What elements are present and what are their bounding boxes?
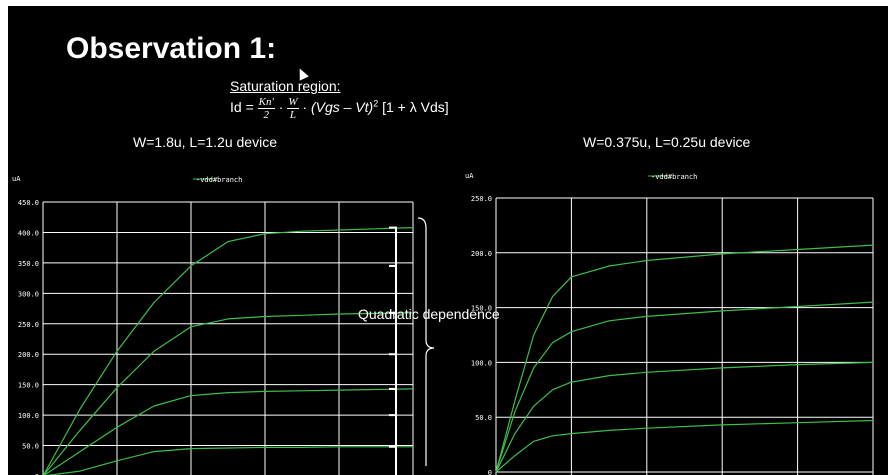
y-tick-label: 450.0 [18,199,39,207]
slide-title: Observation 1: [66,32,277,65]
y-tick-label: 0 [488,469,492,475]
formula-term: · (Vgs – Vt) [302,99,374,116]
y-tick-label: 150.0 [18,382,39,390]
legend: -vdd#branch [648,173,697,181]
iv-curve-series-3 [495,301,874,473]
formula-two: 2 [263,109,270,121]
iv-curve-series-3 [43,312,414,475]
formula-exponent: 2 [373,98,379,109]
legend-label: -vdd#branch [196,176,242,184]
y-tick-label: 300.0 [18,290,39,298]
formula-lhs: Id = [230,99,254,116]
y-tick-label: 100.0 [18,412,39,420]
iv-curve-series-1 [495,419,874,473]
formula-fraction-kn: Kn′ 2 [257,96,275,121]
right-plot-caption: W=0.375u, L=0.25u device [583,134,751,150]
left-plot-caption: W=1.8u, L=1.2u device [133,134,277,150]
saturation-subheading: Saturation region: [230,78,341,94]
y-tick-label: 250.0 [18,321,39,329]
formula-fraction-wl: W L [287,96,299,121]
y-axis-unit-label: uA [465,172,474,180]
slide: Observation 1: Saturation region: Id = K… [8,6,888,475]
y-tick-label: 250.0 [471,195,492,203]
iv-curve-series-2 [43,388,414,475]
y-axis-unit-label: uA [12,175,21,183]
y-tick-label: 200.0 [18,351,39,359]
formula-kn: Kn′ [257,96,275,109]
left-iv-plot: uA -vdd#branch 0 50.0 100.0 150.0 200.0 250.0 30… [12,175,435,475]
iv-curve-series-4 [42,227,414,475]
formula-tail: [1 + λ Vds] [382,99,449,116]
formula-dot: · [278,99,284,116]
right-iv-plot: uA -vdd#branch 0 50.0 100.0 150.0 200.0 250.0 [465,172,874,475]
y-tick-label: 50.0 [22,443,39,451]
y-tick-label: 0 [35,473,39,475]
iv-curve-series-2 [495,361,874,473]
y-tick-label: 400.0 [18,229,39,237]
y-tick-label: 50.0 [475,414,492,422]
y-tick-label: 100.0 [471,359,492,367]
y-tick-label: 350.0 [18,260,39,268]
formula-l: L [289,109,296,121]
y-tick-label: 200.0 [471,250,492,258]
drain-current-formula: Id = Kn′ 2 · W L · (Vgs – Vt)2 [1 + λ Vd… [230,96,449,121]
quadratic-dependence-annotation: Quadratic dependence [358,306,500,322]
formula-w: W [287,96,299,109]
y-tick-label: 150.0 [471,305,492,313]
iv-curve-series-1 [45,446,413,475]
legend: -vdd#branch [193,176,242,184]
iv-curve-series-4 [495,244,874,473]
legend-label: -vdd#branch [651,173,697,181]
curly-brace-icon [417,217,435,466]
